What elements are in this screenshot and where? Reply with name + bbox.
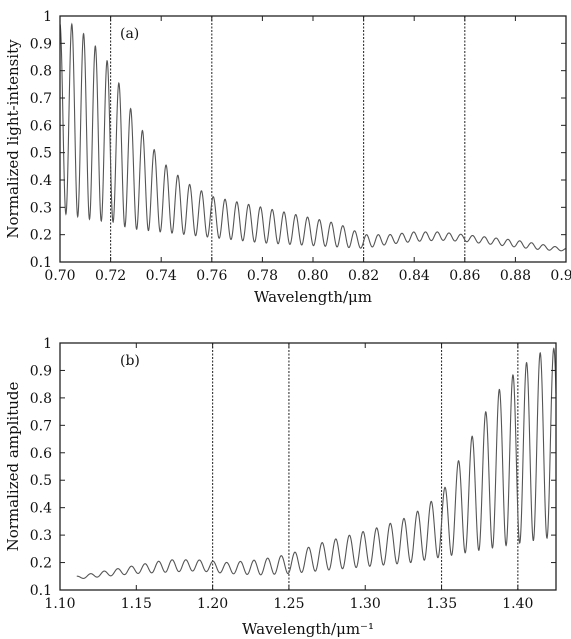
panel-0-y-axis-title: Normalized light-intensity xyxy=(4,39,22,239)
panel-0-xtick-label-1: 0.72 xyxy=(95,268,126,284)
panel-1-series-0-line xyxy=(76,347,557,579)
panel-1-ytick-label-4: 0.5 xyxy=(30,473,52,489)
panel-1-ytick-label-0: 0.1 xyxy=(30,583,52,599)
panel-0-ytick-label-5: 0.6 xyxy=(30,118,52,134)
panel-1-xtick-label-6: 1.40 xyxy=(502,596,533,612)
panel-1-ytick-label-9: 1 xyxy=(43,336,52,352)
panel-0-xtick-label-6: 0.82 xyxy=(348,268,379,284)
panel-0-xtick-label-8: 0.86 xyxy=(449,268,480,284)
panel-0-xtick-label-9: 0.88 xyxy=(500,268,531,284)
panel-0-xtick-label-4: 0.78 xyxy=(247,268,278,284)
panel-1-label: (b) xyxy=(120,353,140,369)
panel-1-ytick-label-3: 0.4 xyxy=(30,501,52,517)
panel-0-ytick-label-9: 1 xyxy=(43,9,52,25)
panel-1-ytick-label-6: 0.7 xyxy=(30,418,52,434)
panel-1-ytick-label-8: 0.9 xyxy=(30,363,52,379)
panel-0-xtick-label-3: 0.76 xyxy=(196,268,227,284)
panel-0-xtick-label-7: 0.84 xyxy=(399,268,430,284)
panel-1-xtick-label-2: 1.20 xyxy=(197,596,228,612)
panel-1-ytick-label-5: 0.6 xyxy=(30,446,52,462)
panel-1-plot-frame xyxy=(59,342,557,591)
panel-1-ytick-label-2: 0.3 xyxy=(30,528,52,544)
panel-0-xtick-label-0: 0.70 xyxy=(44,268,75,284)
panel-1-x-axis-title: Wavelength/μm⁻¹ xyxy=(242,620,374,638)
panel-0-ytick-label-2: 0.3 xyxy=(30,200,52,216)
panel-1-xtick-label-4: 1.30 xyxy=(350,596,381,612)
panel-0-ytick-label-0: 0.1 xyxy=(30,255,52,271)
panel-0-ytick-label-6: 0.7 xyxy=(30,91,52,107)
panel-0-x-axis-title: Wavelength/μm xyxy=(254,288,372,306)
panel-0-ytick-label-7: 0.8 xyxy=(30,64,52,80)
panel-0-xtick-label-10: 0.90 xyxy=(550,268,571,284)
panel-0-ytick-label-3: 0.4 xyxy=(30,173,52,189)
panel-0-label: (a) xyxy=(120,26,139,42)
panel-0-xtick-label-5: 0.80 xyxy=(297,268,328,284)
panel-1-y-axis-title: Normalized amplitude xyxy=(4,381,22,551)
panel-1-ytick-label-7: 0.8 xyxy=(30,391,52,407)
panel-0-ytick-label-8: 0.9 xyxy=(30,36,52,52)
panel-1-xtick-label-1: 1.15 xyxy=(121,596,152,612)
panel-0-ytick-label-4: 0.5 xyxy=(30,146,52,162)
panel-0-xtick-label-2: 0.74 xyxy=(146,268,177,284)
panel-1-xtick-label-0: 1.10 xyxy=(44,596,75,612)
panel-0-ytick-label-1: 0.2 xyxy=(30,228,52,244)
panel-1-xtick-label-5: 1.35 xyxy=(426,596,457,612)
panel-1-ytick-label-1: 0.2 xyxy=(30,556,52,572)
panel-1-xtick-label-3: 1.25 xyxy=(273,596,304,612)
panel-0-series-0-line xyxy=(59,22,567,252)
